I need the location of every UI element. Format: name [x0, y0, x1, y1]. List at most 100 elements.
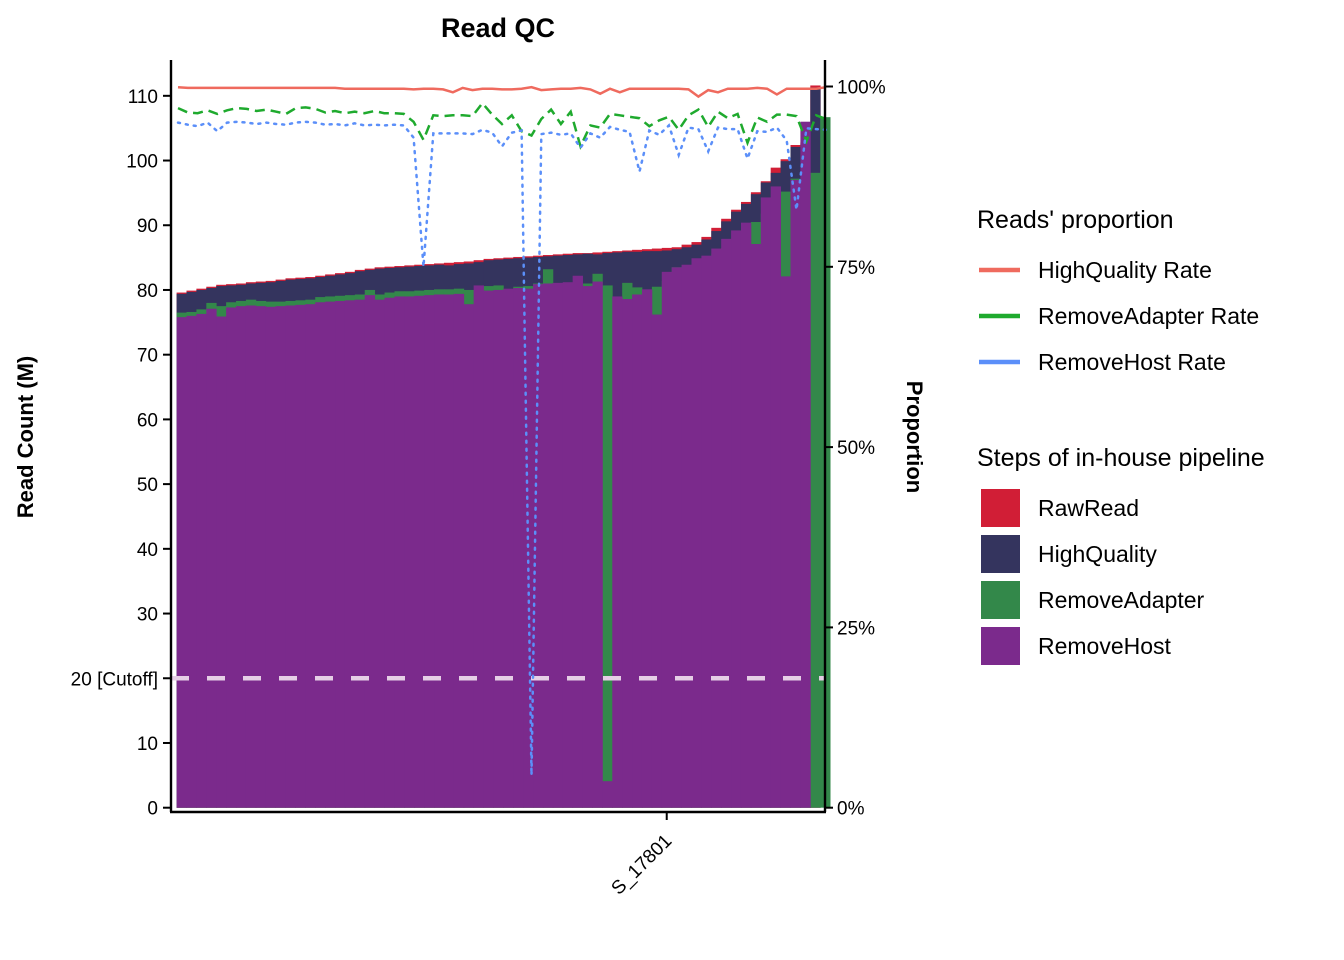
legend-item-highquality: HighQuality — [981, 535, 1157, 573]
bar-removehost — [265, 306, 277, 808]
bar-removehost — [196, 313, 207, 808]
bar-removehost — [622, 299, 633, 808]
bar-removehost — [533, 284, 544, 808]
y2-tick-label: 75% — [837, 258, 875, 279]
bar-removehost — [691, 258, 702, 808]
rate-lines-layer — [176, 85, 828, 776]
bar-removehost — [552, 282, 564, 808]
bar-removehost — [226, 307, 237, 808]
bar-removehost — [394, 296, 405, 808]
bar-removehost — [711, 248, 722, 808]
y-tick-label: 80 — [137, 281, 158, 302]
bar-removehost — [335, 300, 346, 808]
bar-removehost — [434, 294, 445, 808]
y-tick-label: 60 — [137, 410, 158, 431]
bar-removehost — [315, 302, 326, 808]
cutoff-label: 20 [Cutoff] — [71, 669, 158, 690]
y-tick-label: 50 — [137, 475, 158, 496]
legend-item-removeadapter: RemoveAdapter — [981, 581, 1205, 619]
legend-swatch — [981, 627, 1020, 665]
bar-removehost — [424, 295, 435, 808]
bar-removehost — [572, 275, 583, 808]
y-tick-label: 90 — [137, 216, 158, 237]
bar-removehost — [592, 281, 603, 808]
y-tick-label: 100 — [126, 152, 158, 173]
chart-title: Read QC — [441, 13, 555, 43]
bar-removehost — [186, 315, 197, 808]
y-tick-label: 40 — [137, 540, 158, 561]
bar-removehost — [285, 305, 296, 808]
y2-tick-label: 100% — [837, 78, 886, 99]
legend-layer: Reads' proportion HighQuality Rate RemoveA… — [977, 206, 1265, 665]
bar-removehost — [701, 255, 712, 808]
legend-label: RemoveHost Rate — [1038, 349, 1226, 375]
legend-label: HighQuality — [1038, 541, 1157, 567]
x-tick-label: S_17801 — [608, 831, 677, 900]
legend-swatch — [981, 535, 1020, 573]
bar-removehost — [671, 267, 682, 808]
bar-removehost — [216, 316, 227, 808]
bar-removehost — [176, 317, 187, 808]
bar-removehost — [542, 283, 554, 808]
y-tick-label: 110 — [128, 87, 158, 108]
legend-swatch — [981, 581, 1020, 619]
bar-removehost — [325, 301, 336, 808]
bar-removehost — [632, 294, 643, 808]
bar-removehost — [740, 222, 752, 808]
bar-removehost — [384, 297, 395, 808]
bar-removehost — [305, 304, 316, 808]
legend-item-removehost-rate: RemoveHost Rate — [979, 349, 1226, 375]
bar-removehost — [344, 300, 356, 808]
legend-steps-title: Steps of in-house pipeline — [977, 444, 1265, 472]
bar-removehost — [245, 305, 257, 808]
bar-removehost — [731, 230, 742, 808]
y-axis-title: Read Count (M) — [13, 356, 38, 519]
legend-swatch — [981, 489, 1020, 527]
bar-removehost — [374, 299, 385, 808]
bar-removehost — [255, 306, 267, 808]
legend-label: RawRead — [1038, 495, 1139, 521]
legend-label: RemoveHost — [1038, 633, 1172, 659]
legend-item-highquality-rate: HighQuality Rate — [979, 257, 1212, 283]
y-tick-label: 30 — [137, 605, 158, 626]
bar-removehost — [661, 271, 673, 808]
bar-removehost — [790, 179, 801, 808]
y2-tick-label: 50% — [837, 438, 875, 459]
legend-item-removeadapter-rate: RemoveAdapter Rate — [979, 303, 1259, 329]
bar-removehost — [681, 264, 692, 808]
legend-label: RemoveAdapter Rate — [1038, 303, 1259, 329]
y-tick-label: 10 — [137, 734, 158, 755]
bar-series-removehost — [176, 121, 811, 808]
bar-removehost — [503, 288, 514, 808]
bar-removehost — [295, 304, 306, 808]
bar-removehost — [463, 304, 475, 808]
bar-removeadapter — [602, 285, 613, 808]
rate-line-highquality-rate — [177, 85, 827, 99]
bar-removehost — [414, 295, 425, 808]
bar-removehost — [770, 186, 781, 808]
bar-removehost — [582, 286, 593, 808]
bar-removehost — [453, 293, 465, 808]
legend-label: HighQuality Rate — [1038, 257, 1212, 283]
bar-removehost — [760, 197, 772, 808]
y2-axis-title: Proportion — [902, 381, 927, 493]
rate-line-removeadapter-rate — [177, 101, 827, 150]
legend-rates-title: Reads' proportion — [977, 206, 1174, 234]
bar-removehost — [236, 306, 247, 808]
legend-item-rawread: RawRead — [981, 489, 1139, 527]
rate-line-removehost-rate — [176, 120, 828, 776]
bar-removeadapter — [810, 172, 821, 808]
bar-removehost — [651, 314, 663, 808]
bar-removehost — [206, 308, 217, 808]
bar-removehost — [443, 294, 455, 808]
bar-removehost — [493, 289, 504, 808]
bar-removehost — [750, 244, 762, 808]
bar-removehost — [513, 288, 524, 808]
legend-label: RemoveAdapter — [1038, 587, 1205, 613]
bar-removehost — [523, 288, 534, 808]
bar-removehost — [602, 781, 613, 808]
bar-removehost — [562, 282, 574, 808]
bar-removehost — [612, 296, 623, 808]
bar-removehost — [641, 289, 653, 808]
bar-removehost — [364, 295, 376, 808]
